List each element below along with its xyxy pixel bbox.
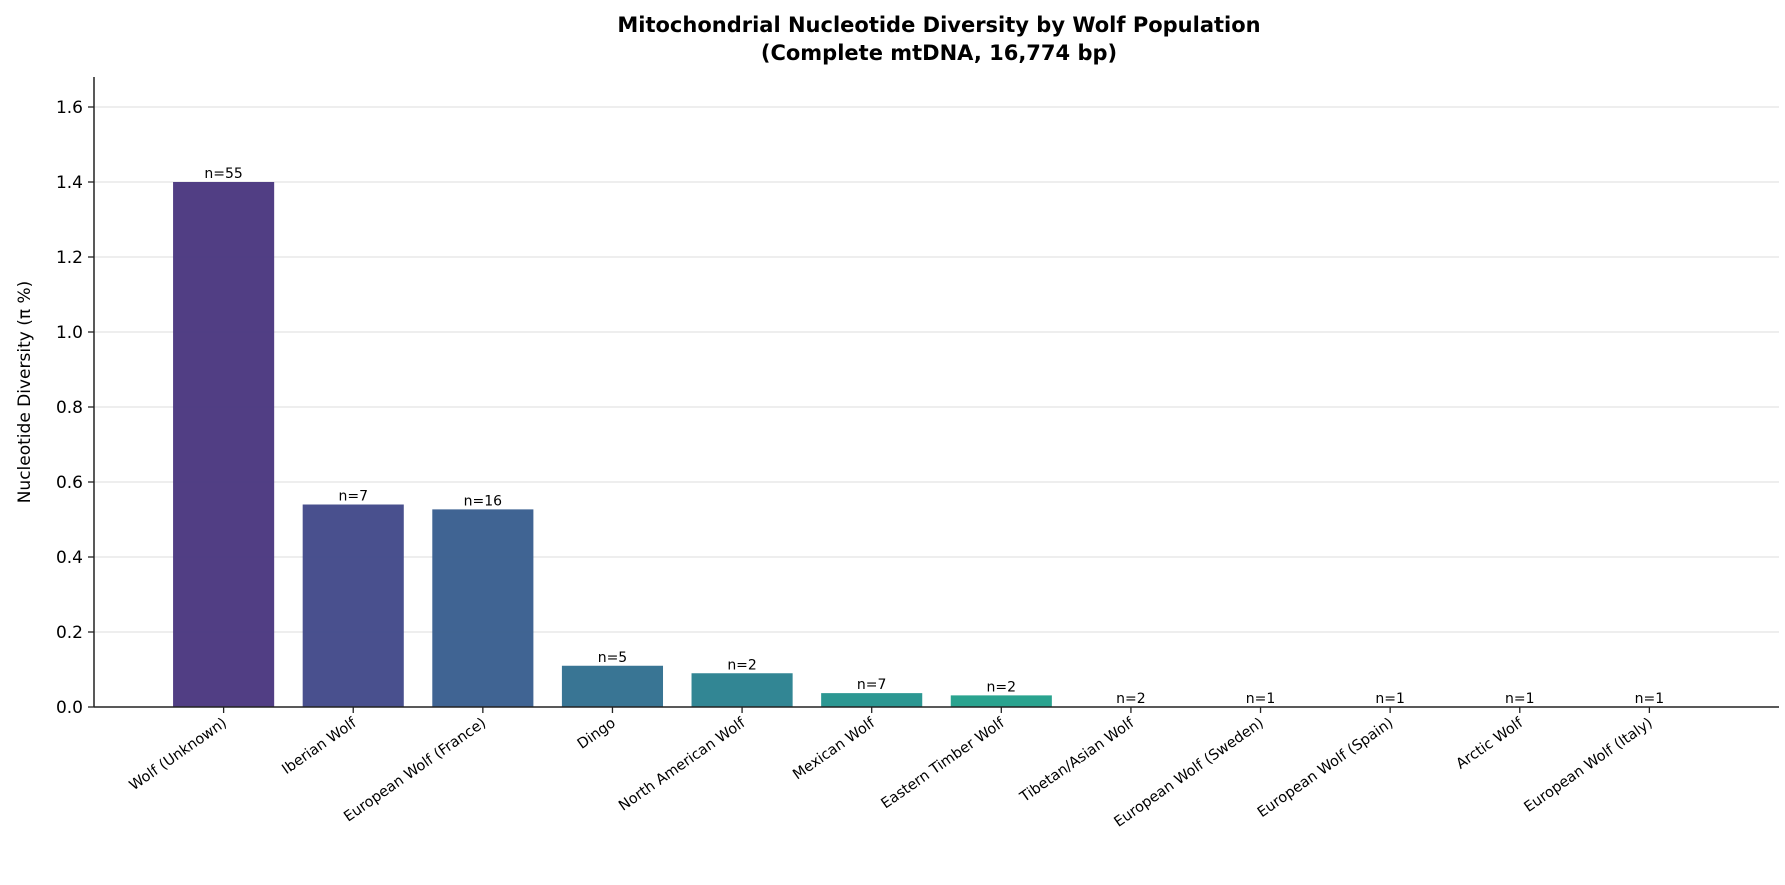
y-tick-label: 1.6 (56, 98, 83, 118)
bar-data-label: n=1 (1375, 691, 1405, 707)
y-tick-label: 0.2 (56, 623, 83, 643)
bar (691, 673, 793, 707)
y-tick-label: 1.0 (56, 323, 83, 343)
bar-data-label: n=1 (1505, 691, 1535, 707)
x-tick-label: Iberian Wolf (279, 715, 360, 778)
bar-data-label: n=5 (598, 650, 628, 666)
y-tick-label: 0.0 (56, 698, 83, 718)
bar (821, 693, 923, 707)
chart-subtitle: (Complete mtDNA, 16,774 bp) (761, 41, 1117, 65)
bar-data-label: n=16 (464, 493, 503, 509)
bar (561, 665, 664, 707)
bar-data-label: n=2 (727, 657, 757, 673)
bar (432, 509, 534, 707)
bar (302, 504, 404, 707)
x-tick-label: Arctic Wolf (1454, 715, 1527, 773)
y-tick-label: 0.6 (56, 473, 83, 493)
bar-data-label: n=1 (1246, 691, 1276, 707)
x-tick-label: North American Wolf (616, 715, 749, 815)
x-tick-label: European Wolf (Italy) (1522, 715, 1656, 816)
x-tick-label: European Wolf (France) (341, 715, 489, 825)
bar-data-label: n=1 (1635, 691, 1665, 707)
bar-data-label: n=7 (857, 677, 887, 693)
bar-data-label: n=2 (1116, 691, 1146, 707)
bar (950, 695, 1052, 707)
x-tick-label: Mexican Wolf (790, 715, 878, 784)
x-tick-label: Dingo (575, 715, 619, 753)
x-tick-label: European Wolf (Spain) (1255, 715, 1397, 821)
y-tick-label: 1.4 (56, 173, 83, 193)
y-tick-label: 0.4 (56, 548, 83, 568)
x-tick-label: European Wolf (Sweden) (1112, 715, 1267, 830)
y-axis-label: Nucleotide Diversity (π %) (15, 281, 35, 504)
bar-data-label: n=55 (204, 166, 242, 182)
bar (173, 182, 275, 707)
x-tick-label: Tibetan/Asian Wolf (1017, 715, 1138, 807)
chart-title: Mitochondrial Nucleotide Diversity by Wo… (617, 13, 1260, 37)
bar-data-label: n=7 (338, 489, 368, 505)
x-tick-label: Eastern Timber Wolf (878, 715, 1008, 813)
y-tick-label: 1.2 (56, 248, 83, 268)
x-tick-label: Wolf (Unknown) (127, 715, 230, 794)
y-tick-label: 0.8 (56, 398, 83, 418)
bar-data-label: n=2 (987, 679, 1017, 695)
